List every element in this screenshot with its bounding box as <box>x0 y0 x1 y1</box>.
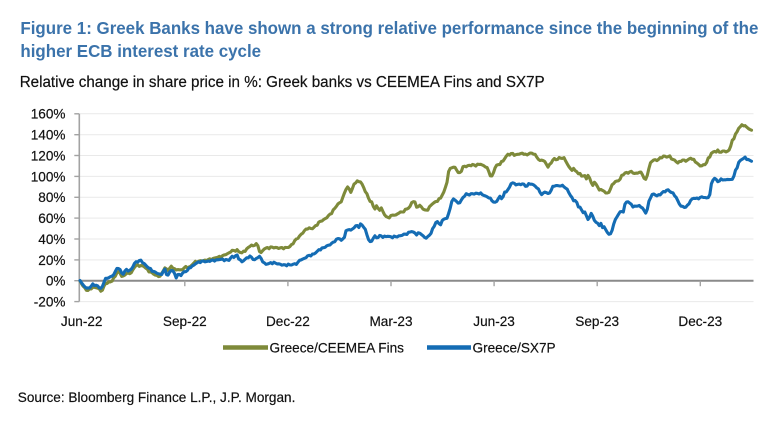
svg-text:Relative change in share price: Relative change in share price in %: Gre… <box>20 74 545 91</box>
svg-text:Greece/SX7P: Greece/SX7P <box>473 341 556 356</box>
svg-text:0%: 0% <box>46 274 66 289</box>
svg-text:Sep-23: Sep-23 <box>575 314 619 329</box>
svg-text:Jun-23: Jun-23 <box>473 314 515 329</box>
svg-text:Figure 1: Greek Banks have sho: Figure 1: Greek Banks have shown a stron… <box>20 18 758 38</box>
svg-text:Jun-22: Jun-22 <box>61 314 103 329</box>
svg-text:80%: 80% <box>38 190 65 205</box>
svg-text:Source: Bloomberg Finance L.P.: Source: Bloomberg Finance L.P., J.P. Mor… <box>18 390 296 405</box>
svg-text:60%: 60% <box>38 211 65 226</box>
svg-text:Sep-22: Sep-22 <box>163 314 207 329</box>
svg-text:higher ECB interest rate cycle: higher ECB interest rate cycle <box>20 41 261 61</box>
svg-text:Mar-23: Mar-23 <box>369 314 412 329</box>
svg-text:20%: 20% <box>38 253 65 268</box>
svg-text:120%: 120% <box>31 148 66 163</box>
svg-text:-20%: -20% <box>34 295 66 310</box>
svg-text:Dec-23: Dec-23 <box>678 314 722 329</box>
svg-text:100%: 100% <box>31 169 66 184</box>
svg-text:Greece/CEEMEA Fins: Greece/CEEMEA Fins <box>270 341 405 356</box>
svg-text:140%: 140% <box>31 128 66 143</box>
svg-text:40%: 40% <box>38 232 65 247</box>
svg-text:160%: 160% <box>31 107 66 122</box>
svg-text:Dec-22: Dec-22 <box>266 314 310 329</box>
